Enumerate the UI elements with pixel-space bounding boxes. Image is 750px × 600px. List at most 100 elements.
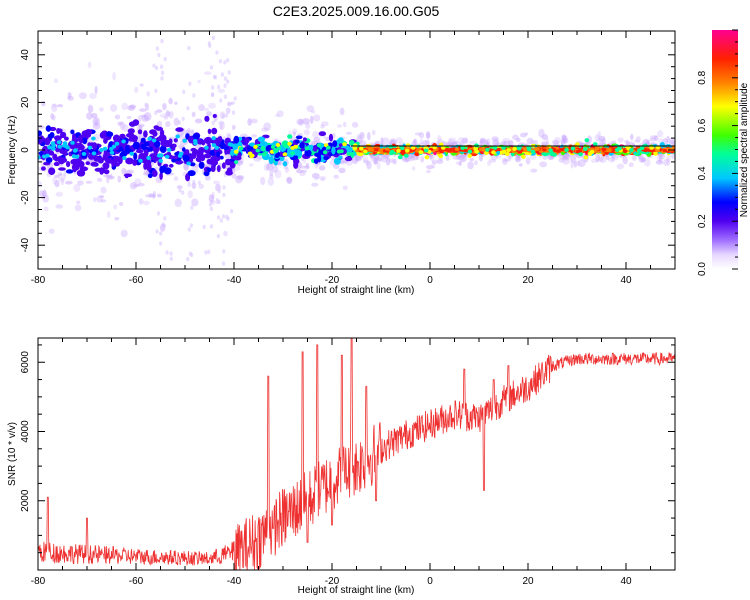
spectral-halo-mark [94,86,98,94]
spectral-streak-mark [159,231,163,236]
spectral-accent-mark [147,136,152,141]
spectral-halo-mark [39,190,45,197]
spectral-halo-mark [217,120,225,126]
spectral-halo-mark [96,177,103,182]
spectral-streak-mark [155,46,159,51]
spectral-accent-mark [512,147,517,151]
spectral-halo-mark [137,115,142,123]
spectral-streak-mark [220,72,224,77]
spectral-halo-mark [332,163,340,169]
spectral-streak-mark [224,113,229,118]
spectral-band-mark [78,138,84,144]
spectral-accent-mark [589,149,595,154]
spectral-halo-mark [461,137,468,144]
spectral-band-mark [99,167,104,175]
spectral-streak-mark [221,114,225,119]
spectral-accent-mark [405,143,411,148]
spectral-halo-mark [292,128,298,135]
spectral-accent-mark [57,144,62,149]
spectral-band-mark [127,128,135,135]
spectral-accent-mark [526,147,532,152]
spectral-halo-mark [156,109,163,113]
spectral-streak-mark [181,190,185,195]
spectral-halo-mark [429,152,435,162]
spectral-streak-mark [187,227,191,232]
spectral-band-mark [106,131,114,137]
spectral-halo-mark [313,114,321,122]
spectral-band-mark [198,147,206,153]
spectral-halo-mark [671,152,675,160]
spectral-band-mark [82,137,88,145]
figure-title: C2E3.2025.009.16.00.G05 [273,3,440,19]
spectral-band-mark [182,154,190,162]
spectral-halo-mark [64,180,73,185]
spectral-streak-mark [221,214,226,219]
spectral-halo-mark [256,156,264,160]
spectral-peak-mark [645,148,650,152]
spectral-halo-mark [551,139,560,145]
spectral-halo-mark [139,83,144,87]
spectral-halo-mark [99,195,105,199]
spectral-streak-mark [163,216,167,221]
spectral-halo-mark [539,161,547,168]
spectral-band-mark [64,136,69,141]
spectral-streak-mark [154,88,158,94]
spectral-band-mark [229,161,236,169]
spectral-halo-mark [99,107,104,112]
spectral-band-mark [62,149,68,157]
spectral-halo-mark [411,166,416,171]
spectral-halo-mark [338,167,346,174]
spectral-band-mark [72,166,77,173]
spectral-streak-mark [207,249,211,254]
spectral-halo-mark [296,118,303,125]
spectral-band-mark [70,129,75,135]
spectral-accent-mark [158,153,164,158]
spectral-accent-mark [396,148,401,153]
spectral-band-mark [151,169,158,177]
spectral-halo-mark [191,198,199,207]
spectral-halo-mark [266,163,274,171]
spectral-streak-mark [188,81,192,87]
spectral-halo-mark [100,186,107,194]
spectral-accent-mark [233,149,239,154]
spectral-band-mark [350,151,355,158]
spectral-streak-mark [182,89,186,95]
spectral-peak-mark [595,147,600,151]
y-tick-label: 0 [20,147,31,153]
spectral-band-mark [171,143,177,148]
spectral-halo-mark [145,194,154,198]
spectral-halo-mark [484,140,489,145]
spectral-halo-mark [191,111,196,118]
spectral-halo-mark [613,155,619,161]
spectral-streak-mark [223,94,227,100]
spectral-halo-mark [452,140,459,145]
spectral-halo-mark [313,136,321,143]
spectral-accent-mark [629,148,634,152]
spectral-accent-mark [211,136,216,141]
spectral-halo-mark [413,138,417,146]
spectral-band-mark [333,157,341,165]
spectral-band-mark [190,147,197,152]
spectral-band-mark [148,153,158,161]
spectral-halo-mark [448,137,456,141]
spectral-streak-mark [144,102,148,108]
spectral-halo-mark [541,141,549,146]
spectral-halo-mark [208,102,216,109]
spectral-halo-mark [57,104,63,108]
spectral-band-mark [45,125,52,132]
spectral-accent-mark [322,150,328,155]
spectral-halo-mark [174,101,178,105]
spectral-accent-mark [290,151,295,156]
spectral-peak-mark [454,147,460,151]
spectral-halo-mark [213,180,221,185]
spectral-streak-mark [160,76,164,81]
spectral-halo-mark [159,113,168,118]
spectral-band-mark [216,165,221,173]
spectral-halo-mark [409,155,416,161]
spectral-band-mark [58,167,66,171]
spectral-band-mark [187,170,196,177]
spectral-accent-mark [410,145,416,150]
spectral-halo-mark [658,154,662,163]
spectrogram-x-label: Height of straight line (km) [298,285,415,296]
spectral-halo-mark [596,138,603,143]
